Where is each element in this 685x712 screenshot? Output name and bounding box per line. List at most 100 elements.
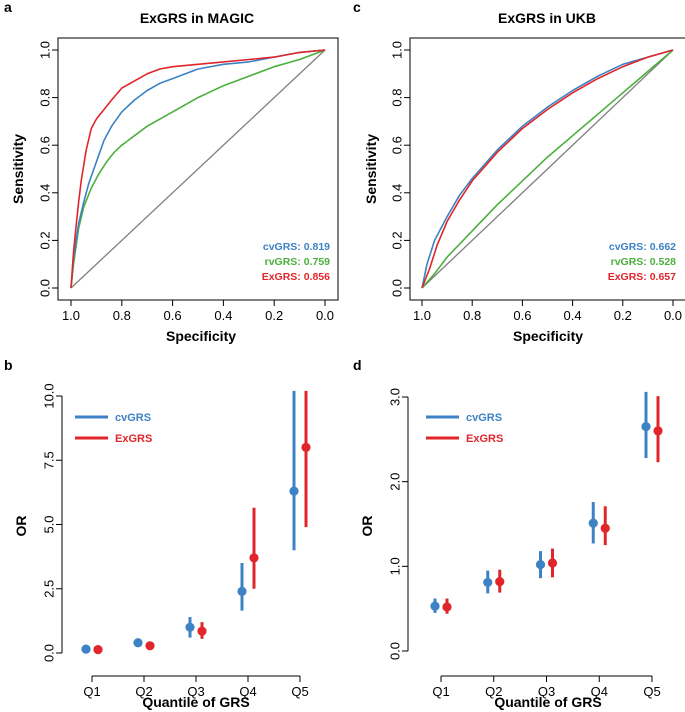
or-point-cvgrs-q5-b xyxy=(289,486,299,496)
x-tick-label-c-0-6: 0.6 xyxy=(513,308,531,323)
x-tick-label-a-0-6: 0.6 xyxy=(164,308,182,323)
roc-curves-a xyxy=(70,49,326,289)
or-point-cvgrs-q1-b xyxy=(81,644,91,654)
x-tick-label-a-0-2: 0.2 xyxy=(265,308,283,323)
x-tick-label-c-1-0: 1.0 xyxy=(413,308,431,323)
x-tick-label-b-q4: Q4 xyxy=(239,684,256,699)
diagonal-reference-line-c xyxy=(421,49,674,289)
panel-d: d 0.0 1.0 2.0 3.0 Q1 Q2 Q3 Q4 Q5 Quantile of GR… xyxy=(353,357,663,710)
roc-curve-exgrs-a xyxy=(70,49,326,289)
roc-curve-rvgrs-a xyxy=(70,49,326,289)
y-tick-label-d-3-0: 3.0 xyxy=(387,388,402,406)
legend-a: cvGRS: 0.819 rvGRS: 0.759 ExGRS: 0.856 xyxy=(262,241,330,283)
chart-title-a: ExGRS in MAGIC xyxy=(140,10,254,26)
panel-a: a ExGRS in MAGIC 1.0 0.8 0.6 0.4 0.2 0.0 0.00… xyxy=(4,0,339,344)
y-axis-b: 0.0 2.5 5.0 7.5 10.0 xyxy=(41,383,63,662)
x-tick-label-b-q5: Q5 xyxy=(291,684,308,699)
or-point-cvgrs-q4-d xyxy=(588,518,598,528)
legend-b: cvGRS ExGRS xyxy=(75,412,152,445)
x-axis-a: 1.0 0.8 0.6 0.4 0.2 0.0 xyxy=(62,299,334,323)
y-tick-label-a-0-2: 0.2 xyxy=(37,231,52,249)
y-tick-label-a-0-6: 0.6 xyxy=(37,136,52,154)
x-tick-label-d-q4: Q4 xyxy=(591,684,608,699)
legend-entry-exgrs-d: ExGRS xyxy=(466,433,503,445)
y-tick-label-b-7-5: 7.5 xyxy=(41,451,56,469)
odds-ratio-points-d xyxy=(430,391,663,614)
x-tick-label-c-0-4: 0.4 xyxy=(564,308,582,323)
y-axis-label-d: OR xyxy=(359,516,375,537)
or-point-cvgrs-q3-d xyxy=(535,560,546,570)
y-tick-label-b-0-0: 0.0 xyxy=(41,644,56,662)
y-axis-a: 0.0 0.2 0.4 0.6 0.8 1.0 xyxy=(37,41,59,297)
odds-ratio-points-b xyxy=(81,390,311,655)
x-tick-label-d-q5: Q5 xyxy=(643,684,660,699)
legend-entry-cvgrs-c: cvGRS: 0.662 xyxy=(609,241,676,253)
panel-label-d: d xyxy=(353,357,362,373)
or-point-cvgrs-q3-b xyxy=(185,622,195,632)
y-tick-label-d-0-0: 0.0 xyxy=(387,642,402,660)
y-axis-d: 0.0 1.0 2.0 3.0 xyxy=(387,388,409,660)
y-tick-label-a-0-8: 0.8 xyxy=(37,89,52,107)
y-axis-label-c: Sensitivity xyxy=(363,134,379,204)
y-tick-label-c-0-4: 0.4 xyxy=(389,184,404,202)
diagonal-reference-line-a xyxy=(70,49,326,289)
y-tick-label-d-2-0: 2.0 xyxy=(387,473,402,491)
roc-curves-c xyxy=(421,49,674,289)
x-tick-label-d-q2: Q2 xyxy=(485,684,502,699)
x-tick-label-c-0-0: 0.0 xyxy=(664,308,682,323)
x-tick-label-d-q3: Q3 xyxy=(538,684,555,699)
y-tick-label-c-0-0: 0.0 xyxy=(389,279,404,297)
y-tick-label-c-1-0: 1.0 xyxy=(389,41,404,59)
x-axis-label-b: Quantile of GRS xyxy=(142,694,249,710)
or-point-exgrs-q2-b xyxy=(145,641,155,651)
or-point-exgrs-q4-d xyxy=(600,523,610,533)
legend-entry-cvgrs-b: cvGRS xyxy=(115,412,151,424)
or-point-exgrs-q1-d xyxy=(442,602,452,612)
legend-entry-cvgrs-a: cvGRS: 0.819 xyxy=(263,241,330,253)
or-point-cvgrs-q4-b xyxy=(237,586,247,596)
x-axis-label-a: Specificity xyxy=(166,328,236,344)
y-axis-c: 0.0 0.2 0.4 0.6 0.8 1.0 xyxy=(389,41,411,297)
x-tick-label-d-q1: Q1 xyxy=(432,684,449,699)
panel-label-b: b xyxy=(4,357,13,373)
x-tick-label-a-0-0: 0.0 xyxy=(316,308,334,323)
or-point-exgrs-q4-b xyxy=(249,553,259,563)
x-tick-label-b-q3: Q3 xyxy=(187,684,204,699)
roc-curve-exgrs-c xyxy=(421,49,674,289)
y-tick-label-a-0-4: 0.4 xyxy=(37,184,52,202)
legend-entry-rvgrs-a: rvGRS: 0.759 xyxy=(265,256,331,268)
x-tick-label-a-0-8: 0.8 xyxy=(113,308,131,323)
panel-label-c: c xyxy=(353,0,361,15)
x-axis-c: 1.0 0.8 0.6 0.4 0.2 0.0 xyxy=(413,299,682,323)
y-tick-label-c-0-8: 0.8 xyxy=(389,89,404,107)
or-point-exgrs-q1-b xyxy=(93,645,103,655)
x-axis-b: Q1 Q2 Q3 Q4 Q5 xyxy=(83,675,309,699)
or-point-exgrs-q3-d xyxy=(547,558,558,568)
or-point-exgrs-q5-b xyxy=(301,442,311,452)
legend-entry-exgrs-c: ExGRS: 0.657 xyxy=(608,271,676,283)
or-point-cvgrs-q1-d xyxy=(430,601,440,611)
legend-d: cvGRS ExGRS xyxy=(426,412,503,445)
or-point-cvgrs-q2-d xyxy=(483,577,493,588)
y-tick-label-a-1-0: 1.0 xyxy=(37,41,52,59)
legend-entry-cvgrs-d: cvGRS xyxy=(466,412,502,424)
chart-title-c: ExGRS in UKB xyxy=(498,10,596,26)
y-tick-label-b-5-0: 5.0 xyxy=(41,515,56,533)
roc-curve-cvgrs-a xyxy=(70,49,326,289)
panel-label-a: a xyxy=(4,0,12,15)
legend-entry-rvgrs-c: rvGRS: 0.528 xyxy=(611,256,677,268)
x-axis-label-d: Quantile of GRS xyxy=(494,694,601,710)
or-point-exgrs-q2-d xyxy=(495,576,505,587)
or-point-exgrs-q3-b xyxy=(197,626,207,636)
or-point-exgrs-q5-d xyxy=(653,426,663,436)
x-tick-label-b-q1: Q1 xyxy=(83,684,100,699)
legend-entry-exgrs-a: ExGRS: 0.856 xyxy=(262,271,330,283)
or-point-cvgrs-q5-d xyxy=(641,422,651,432)
legend-c: cvGRS: 0.662 rvGRS: 0.528 ExGRS: 0.657 xyxy=(608,241,676,283)
y-tick-label-c-0-6: 0.6 xyxy=(389,136,404,154)
x-tick-label-a-1-0: 1.0 xyxy=(62,308,80,323)
y-tick-label-b-2-5: 2.5 xyxy=(41,580,56,598)
panel-c: c ExGRS in UKB 1.0 0.8 0.6 0.4 0.2 0.0 0.0 0.2… xyxy=(353,0,685,344)
y-axis-label-b: OR xyxy=(13,516,29,537)
